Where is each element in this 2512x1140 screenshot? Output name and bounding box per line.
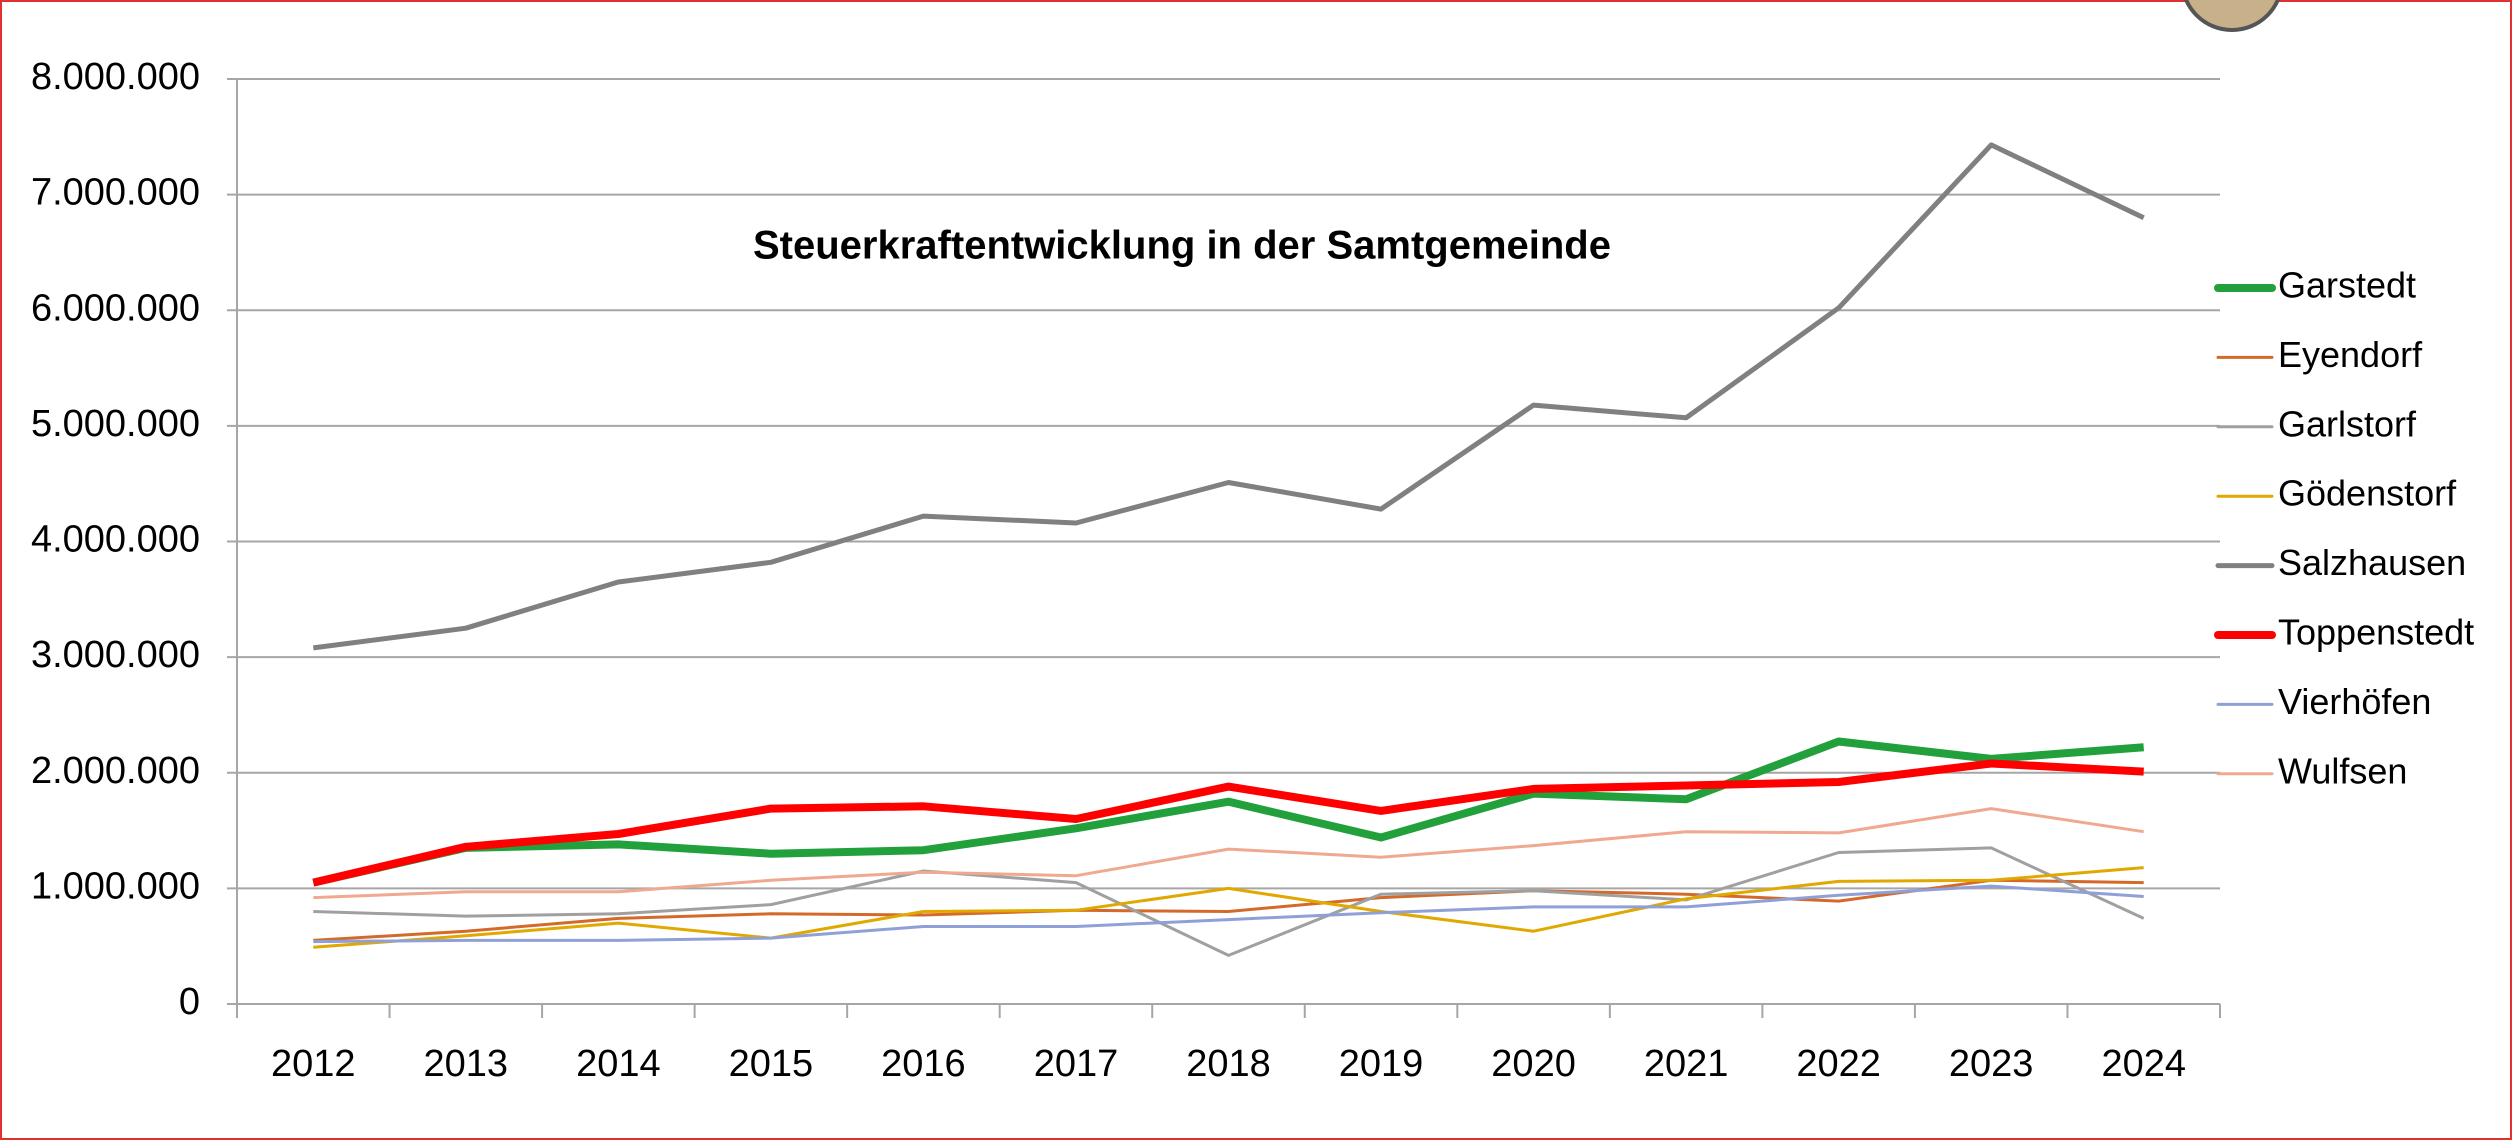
legend-label: Gödenstorf	[2278, 473, 2457, 514]
series-line	[313, 878, 2144, 942]
series-line	[313, 884, 2144, 944]
y-tick-label: 2.000.000	[31, 750, 200, 792]
y-tick-label: 3.000.000	[31, 634, 200, 676]
series-line	[312, 737, 2145, 887]
legend-label: Garstedt	[2278, 265, 2416, 306]
y-tick-label: 5.000.000	[31, 403, 200, 445]
x-tick-label: 2019	[1339, 1043, 1424, 1085]
x-tick-label: 2015	[729, 1043, 814, 1085]
x-tick-label: 2017	[1034, 1043, 1119, 1085]
legend-label: Eyendorf	[2278, 334, 2423, 375]
x-tick-label: 2021	[1644, 1043, 1729, 1085]
y-tick-label: 7.000.000	[31, 172, 200, 214]
y-tick-label: 1.000.000	[31, 865, 200, 907]
x-tick-label: 2024	[2101, 1043, 2186, 1085]
x-tick-label: 2016	[881, 1043, 966, 1085]
legend-label: Vierhöfen	[2278, 681, 2431, 722]
legend-label: Garlstorf	[2278, 403, 2417, 444]
x-tick-label: 2023	[1949, 1043, 2034, 1085]
legend-label: Toppenstedt	[2278, 612, 2474, 653]
legend-label: Salzhausen	[2278, 542, 2466, 583]
x-tick-label: 2012	[271, 1043, 356, 1085]
series-line	[313, 807, 2144, 900]
y-tick-label: 0	[179, 981, 200, 1023]
chart-title: Steuerkraftentwicklung in der Samtgemein…	[753, 224, 1611, 268]
series-line	[313, 846, 2145, 957]
x-tick-label: 2013	[424, 1043, 509, 1085]
x-tick-label: 2014	[576, 1043, 661, 1085]
x-tick-label: 2022	[1796, 1043, 1881, 1085]
x-tick-label: 2018	[1186, 1043, 1271, 1085]
series-line	[312, 142, 2145, 651]
y-tick-label: 4.000.000	[31, 519, 200, 561]
series-line	[313, 866, 2144, 949]
series-line	[312, 759, 2144, 887]
logo	[2184, 0, 2280, 32]
x-tick-label: 2020	[1491, 1043, 1576, 1085]
legend-label: Wulfsen	[2278, 750, 2407, 791]
y-tick-label: 8.000.000	[31, 56, 200, 98]
y-tick-label: 6.000.000	[31, 287, 200, 329]
